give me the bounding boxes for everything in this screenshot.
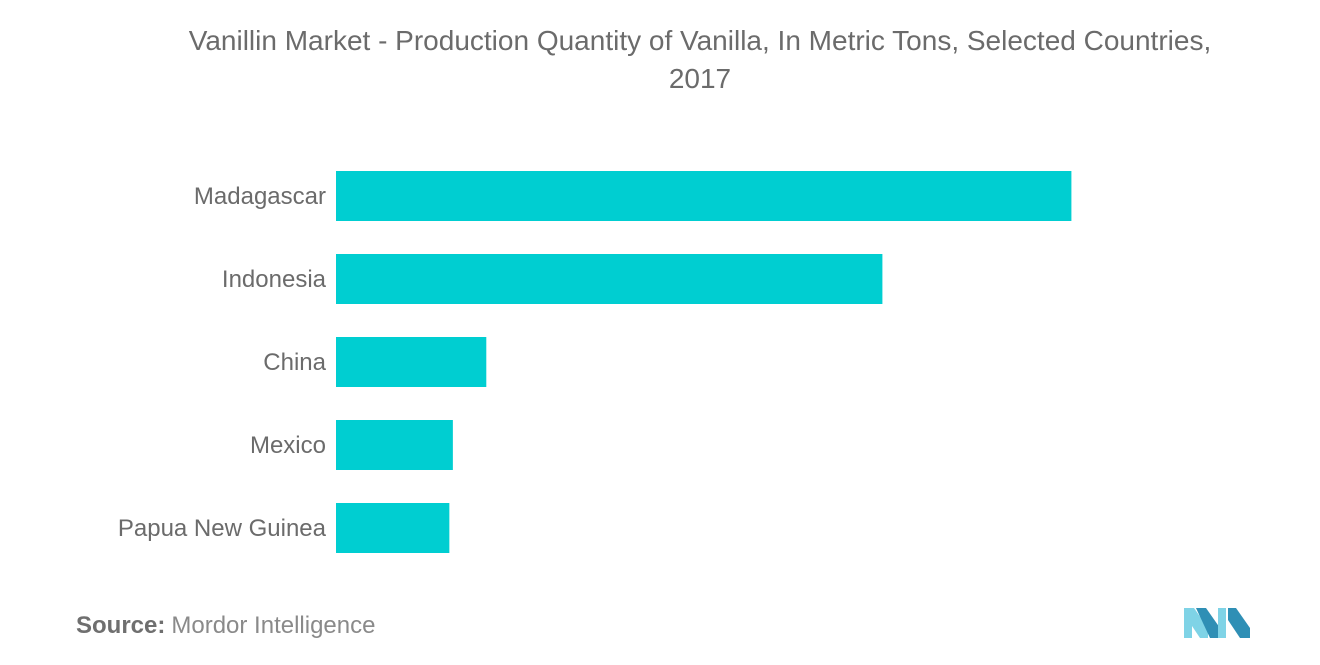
bar-chart: Madagascar Indonesia China Mexico Papua New … [118,171,1072,553]
category-label-mexico: Mexico [250,432,326,459]
source-label: Source: [76,612,166,639]
source-text: Mordor Intelligence [171,612,376,639]
category-label-china: China [263,349,326,376]
mordor-intelligence-logo-icon [1184,608,1250,638]
bar-madagascar [336,171,1072,221]
chart-title: Vanillin Market - Production Quantity of… [60,22,1320,98]
bar-china [336,337,487,387]
chart-title-line-1: Vanillin Market - Production Quantity of… [188,25,1212,56]
category-label-madagascar: Madagascar [194,183,326,210]
chart-title-line-2: 2017 [668,63,732,94]
bar-mexico [336,420,453,470]
source-note: Source: Mordor Intelligence [76,612,375,640]
bar-indonesia [336,254,883,304]
category-label-papua-new-guinea: Papua New Guinea [118,515,327,542]
category-label-indonesia: Indonesia [222,266,327,293]
bar-papua-new-guinea [336,503,450,553]
